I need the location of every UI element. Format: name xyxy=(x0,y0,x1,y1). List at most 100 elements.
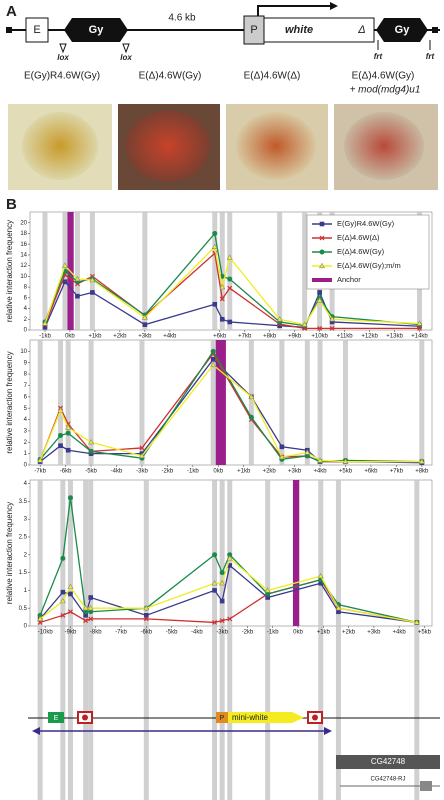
fragment-band xyxy=(227,212,233,330)
y-tick-label: 14 xyxy=(20,252,27,258)
marker xyxy=(219,618,225,624)
fragment-band xyxy=(142,212,148,330)
fragment-band xyxy=(88,480,94,800)
genotype: E(Δ)4.6W(Δ) xyxy=(244,71,301,82)
y-tick-label: 10 xyxy=(20,349,27,355)
x-tick-label: +9kb xyxy=(288,334,302,340)
y-tick-label: 0 xyxy=(24,463,28,469)
y-tick-label: 4 xyxy=(24,306,28,312)
marker xyxy=(143,616,149,622)
marker xyxy=(227,616,233,622)
marker xyxy=(57,407,64,413)
marker xyxy=(59,597,66,604)
eye xyxy=(344,112,424,180)
y-tick-label: 0 xyxy=(24,624,28,630)
x-tick-label: -6kb xyxy=(140,630,152,636)
marker xyxy=(417,325,422,331)
genotype: E(Δ)4.6W(Gy) xyxy=(139,71,202,82)
end-cap xyxy=(6,27,12,33)
label: frt xyxy=(426,52,435,61)
x-tick-label: 0kb xyxy=(65,334,75,340)
transcript-label: CG42748-RJ xyxy=(370,777,405,783)
y-tick-label: 5 xyxy=(24,406,28,412)
fragment-band xyxy=(143,480,149,800)
x-tick-label: +1kb xyxy=(317,630,331,636)
y-tick-label: 3.5 xyxy=(19,499,28,505)
x-tick-label: +8kb xyxy=(415,469,429,475)
marker xyxy=(316,297,323,303)
fragment-band xyxy=(277,212,283,330)
marker xyxy=(58,432,64,438)
x-tick-label: +6kb xyxy=(213,334,227,340)
marker xyxy=(88,448,94,454)
x-tick-label: -8kb xyxy=(90,630,102,636)
label: P xyxy=(250,24,257,36)
marker xyxy=(319,221,325,227)
marker xyxy=(139,445,145,451)
fragment-band xyxy=(219,480,225,800)
label: Gy xyxy=(395,24,411,36)
x-tick-label: +5kb xyxy=(418,630,432,636)
gene-label: CG42748 xyxy=(371,757,406,766)
legend-label: E(Δ)4.6W(Gy) xyxy=(337,247,385,256)
fragment-band xyxy=(342,340,348,465)
marker xyxy=(413,619,420,625)
label: Δ xyxy=(357,24,365,36)
marker xyxy=(227,319,233,325)
y-tick-label: 7 xyxy=(24,383,28,389)
marker xyxy=(138,452,145,459)
marker xyxy=(90,290,95,295)
x-tick-label: +13kb xyxy=(386,334,403,340)
fragment-band xyxy=(212,480,218,800)
fragment-band xyxy=(335,480,341,800)
p-element xyxy=(216,712,228,723)
fragment-band xyxy=(302,212,308,330)
e-element xyxy=(48,712,64,723)
marker xyxy=(212,552,218,558)
marker xyxy=(317,572,324,579)
y-tick-label: 6 xyxy=(24,394,28,400)
label: E xyxy=(54,715,59,722)
y-axis-label: relative interaction frequency xyxy=(5,351,14,453)
x-tick-label: -7kb xyxy=(34,469,46,475)
marker xyxy=(317,457,324,463)
x-tick-label: +4kb xyxy=(393,630,407,636)
x-tick-label: -3kb xyxy=(216,630,228,636)
x-tick-label: 0kb xyxy=(213,469,223,475)
marker xyxy=(60,555,66,561)
eye xyxy=(236,112,316,180)
marker xyxy=(41,320,48,326)
marker xyxy=(68,609,73,615)
series-line xyxy=(39,364,422,463)
legend-label: E(Δ)4.6W(Gy);m/m xyxy=(337,261,401,270)
y-tick-label: 12 xyxy=(20,263,27,269)
x-tick-label: -2kb xyxy=(242,630,254,636)
y-tick-label: 2 xyxy=(24,440,28,446)
marker xyxy=(317,325,323,331)
legend-label: Anchor xyxy=(337,275,361,284)
gypsy-dot xyxy=(312,714,318,721)
y-tick-label: 1 xyxy=(24,588,28,594)
x-tick-label: +3kb xyxy=(288,469,302,475)
marker xyxy=(82,604,89,611)
eye xyxy=(126,110,210,182)
fragment-band xyxy=(212,212,218,330)
y-tick-label: 8 xyxy=(24,285,28,291)
mini-white-gene xyxy=(228,712,304,723)
x-tick-label: +7kb xyxy=(390,469,404,475)
x-tick-label: -1kb xyxy=(39,334,51,340)
y-tick-label: 9 xyxy=(24,360,28,366)
arrowhead xyxy=(32,727,40,735)
marker xyxy=(60,612,66,618)
x-tick-label: +10kb xyxy=(311,334,328,340)
fragment-band xyxy=(414,480,420,800)
marker xyxy=(248,393,255,399)
anchor-band xyxy=(292,480,300,626)
x-tick-label: -3kb xyxy=(136,469,148,475)
fragment-band xyxy=(88,340,94,465)
anchor-band xyxy=(215,340,226,465)
marker xyxy=(276,316,283,322)
marker xyxy=(219,283,226,290)
fragment-band xyxy=(279,340,285,465)
x-tick-label: -6kb xyxy=(60,469,72,475)
